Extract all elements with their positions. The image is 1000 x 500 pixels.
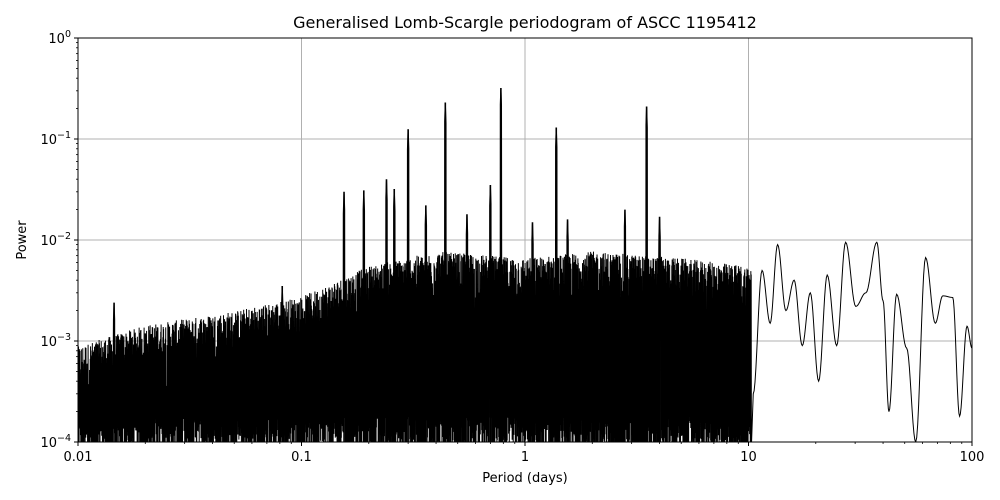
y-tick-base: 10 <box>40 133 57 148</box>
x-tick-label: 10 <box>740 450 757 465</box>
y-tick-label: 100 <box>48 29 71 47</box>
periodogram-series-line <box>78 89 972 442</box>
x-axis-title: Period (days) <box>482 471 568 486</box>
x-tick-label: 0.01 <box>64 450 93 465</box>
y-tick-base: 10 <box>48 32 65 47</box>
y-tick-label: 10−4 <box>40 433 71 451</box>
y-tick-exponent: −1 <box>57 130 71 141</box>
y-tick-label: 10−1 <box>40 130 71 148</box>
chart-title: Generalised Lomb-Scargle periodogram of … <box>293 13 757 32</box>
y-tick-exponent: −2 <box>57 231 71 242</box>
y-tick-label: 10−3 <box>40 332 71 350</box>
y-tick-base: 10 <box>40 436 57 451</box>
plot-area <box>78 87 972 442</box>
x-tick-label: 0.1 <box>291 450 312 465</box>
y-tick-exponent: −3 <box>57 332 71 343</box>
y-tick-base: 10 <box>40 335 57 350</box>
x-tick-label: 100 <box>960 450 985 465</box>
y-tick-exponent: 0 <box>65 29 71 40</box>
x-tick-label: 1 <box>521 450 529 465</box>
y-tick-base: 10 <box>40 234 57 249</box>
y-tick-label: 10−2 <box>40 231 71 249</box>
y-tick-exponent: −4 <box>57 433 71 444</box>
y-axis-title: Power <box>15 220 30 260</box>
